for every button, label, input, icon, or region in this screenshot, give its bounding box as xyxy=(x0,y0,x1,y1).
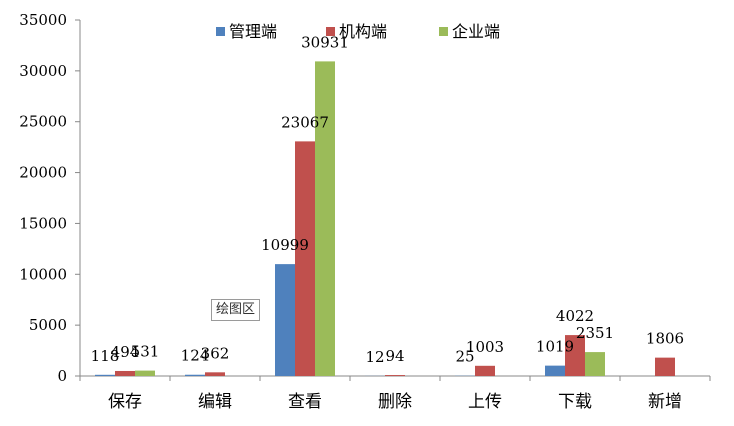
bar xyxy=(585,352,605,376)
x-category-label: 编辑 xyxy=(198,392,232,412)
bar xyxy=(315,61,335,376)
bar xyxy=(295,141,315,376)
data-label: 94 xyxy=(385,347,404,365)
y-tick-label: 20000 xyxy=(19,164,67,182)
bar xyxy=(385,375,405,376)
data-label: 2351 xyxy=(576,324,614,342)
data-label: 25 xyxy=(455,348,474,366)
data-label: 1806 xyxy=(646,330,684,348)
y-tick-label: 30000 xyxy=(19,62,67,80)
x-category-label: 新增 xyxy=(648,392,682,412)
bars xyxy=(95,61,675,376)
x-category-label: 删除 xyxy=(378,392,412,412)
plot-area-tooltip: 绘图区 xyxy=(211,299,261,321)
bar xyxy=(185,374,205,376)
bar xyxy=(655,357,675,376)
data-label: 124 xyxy=(181,347,210,365)
data-label: 531 xyxy=(131,343,160,361)
y-tick-label: 0 xyxy=(57,367,67,385)
data-label: 30931 xyxy=(301,33,349,51)
y-tick-label: 10000 xyxy=(19,265,67,283)
bar xyxy=(115,370,135,376)
x-category-label: 保存 xyxy=(108,392,142,412)
y-tick-label: 35000 xyxy=(19,11,67,29)
bar xyxy=(205,372,225,376)
legend-label: 机构端 xyxy=(339,22,387,41)
x-category-label: 下载 xyxy=(558,392,592,412)
axes: 0 5000 10000 15000 20000 25000 30000 35000 保存 编辑 查… xyxy=(19,11,711,412)
data-label: 12 xyxy=(365,348,384,366)
legend-label: 企业端 xyxy=(452,22,500,41)
y-tick-label: 5000 xyxy=(29,316,67,334)
bar xyxy=(545,365,565,376)
legend-label: 管理端 xyxy=(229,22,277,41)
data-label: 1019 xyxy=(536,338,574,356)
y-tick-label: 15000 xyxy=(19,214,67,232)
data-label: 494 xyxy=(111,343,140,361)
data-label: 118 xyxy=(91,347,120,365)
x-category-label: 上传 xyxy=(468,392,502,412)
data-label: 1003 xyxy=(466,338,504,356)
bar xyxy=(565,335,585,376)
bar xyxy=(475,365,495,376)
data-labels: 118 124 10999 12 25 1019 494 362 23067 94 1003 4022… xyxy=(91,33,684,365)
legend-swatch xyxy=(216,27,225,36)
legend: 管理端 机构端 企业端 xyxy=(216,22,500,41)
legend-swatch xyxy=(439,27,448,36)
data-label: 362 xyxy=(201,344,230,362)
bar xyxy=(275,264,295,376)
data-label: 23067 xyxy=(281,113,329,131)
legend-swatch xyxy=(326,27,335,36)
data-label: 4022 xyxy=(556,307,594,325)
x-category-label: 查看 xyxy=(288,392,322,412)
bar xyxy=(135,370,155,376)
bar xyxy=(95,374,115,376)
data-label: 10999 xyxy=(261,236,309,254)
y-tick-label: 25000 xyxy=(19,113,67,131)
